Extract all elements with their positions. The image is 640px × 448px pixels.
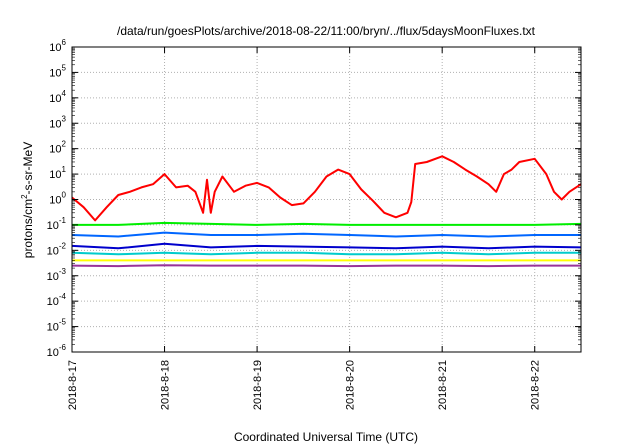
y-tick-label: 106 (49, 38, 66, 54)
series-line-6 (71, 264, 581, 268)
series-line-1 (72, 221, 582, 226)
y-tick-base: 10 (49, 169, 61, 181)
y-tick-base: 10 (47, 347, 59, 359)
series-line-2 (71, 231, 581, 238)
y-tick-exponent: 2 (62, 140, 67, 149)
y-tick-base: 10 (47, 220, 59, 232)
y-axis-label-sup: 2 (20, 194, 29, 199)
y-tick-exponent: -1 (59, 216, 67, 225)
x-tick-label: 2018-8-21 (437, 360, 449, 410)
y-tick-exponent: -3 (59, 267, 67, 276)
x-axis-label: Coordinated Universal Time (UTC) (234, 430, 418, 444)
y-tick-label: 100 (49, 191, 66, 207)
y-tick-label: 105 (49, 63, 66, 79)
y-tick-base: 10 (47, 271, 59, 283)
y-tick-exponent: 4 (62, 89, 67, 98)
y-tick-label: 10-1 (47, 216, 67, 232)
y-tick-base: 10 (47, 245, 59, 257)
y-tick-base: 10 (49, 195, 61, 207)
x-tick-label: 2018-8-22 (530, 360, 542, 410)
y-axis-label-pre: protons/cm (21, 199, 35, 258)
y-tick-exponent: 5 (62, 63, 67, 72)
y-tick-label: 10-2 (47, 241, 67, 257)
x-tick-label: 2018-8-19 (252, 360, 264, 410)
y-tick-label: 103 (49, 114, 66, 130)
y-tick-label: 102 (49, 140, 66, 156)
y-tick-exponent: 1 (62, 165, 67, 174)
y-tick-label: 10-3 (47, 267, 67, 283)
y-tick-exponent: -5 (59, 318, 67, 327)
series-line-3 (71, 251, 581, 256)
y-tick-exponent: -4 (59, 292, 67, 301)
y-tick-exponent: -2 (59, 241, 67, 250)
y-tick-base: 10 (49, 93, 61, 105)
y-tick-base: 10 (47, 296, 59, 308)
y-tick-label: 101 (49, 165, 66, 181)
y-tick-exponent: 3 (62, 114, 67, 123)
grid-lines (72, 47, 581, 352)
series-line-0 (71, 155, 582, 222)
y-tick-base: 10 (49, 118, 61, 130)
y-tick-exponent: -6 (59, 343, 67, 352)
y-tick-base: 10 (49, 67, 61, 79)
y-tick-base: 10 (47, 322, 59, 334)
y-tick-label: 10-5 (47, 318, 67, 334)
x-tick-label: 2018-8-17 (67, 360, 79, 410)
x-tick-label: 2018-8-20 (345, 360, 357, 410)
y-tick-label: 10-4 (47, 292, 67, 308)
y-tick-exponent: 0 (62, 191, 67, 200)
series-line-4 (71, 242, 582, 250)
y-tick-base: 10 (49, 144, 61, 156)
y-tick-base: 10 (49, 42, 61, 54)
y-tick-label: 104 (49, 89, 66, 105)
data-series (71, 155, 582, 268)
axes: 10-610-510-410-310-210-11001011021031041… (47, 38, 581, 410)
y-tick-exponent: 6 (62, 38, 67, 47)
y-axis-label: protons/cm2-s-sr-MeV (20, 142, 35, 258)
y-axis-label-post: -s-sr-MeV (21, 142, 35, 195)
x-tick-label: 2018-8-18 (160, 360, 172, 410)
y-tick-label: 10-6 (47, 343, 67, 359)
chart-title: /data/run/goesPlots/archive/2018-08-22/1… (117, 24, 536, 38)
